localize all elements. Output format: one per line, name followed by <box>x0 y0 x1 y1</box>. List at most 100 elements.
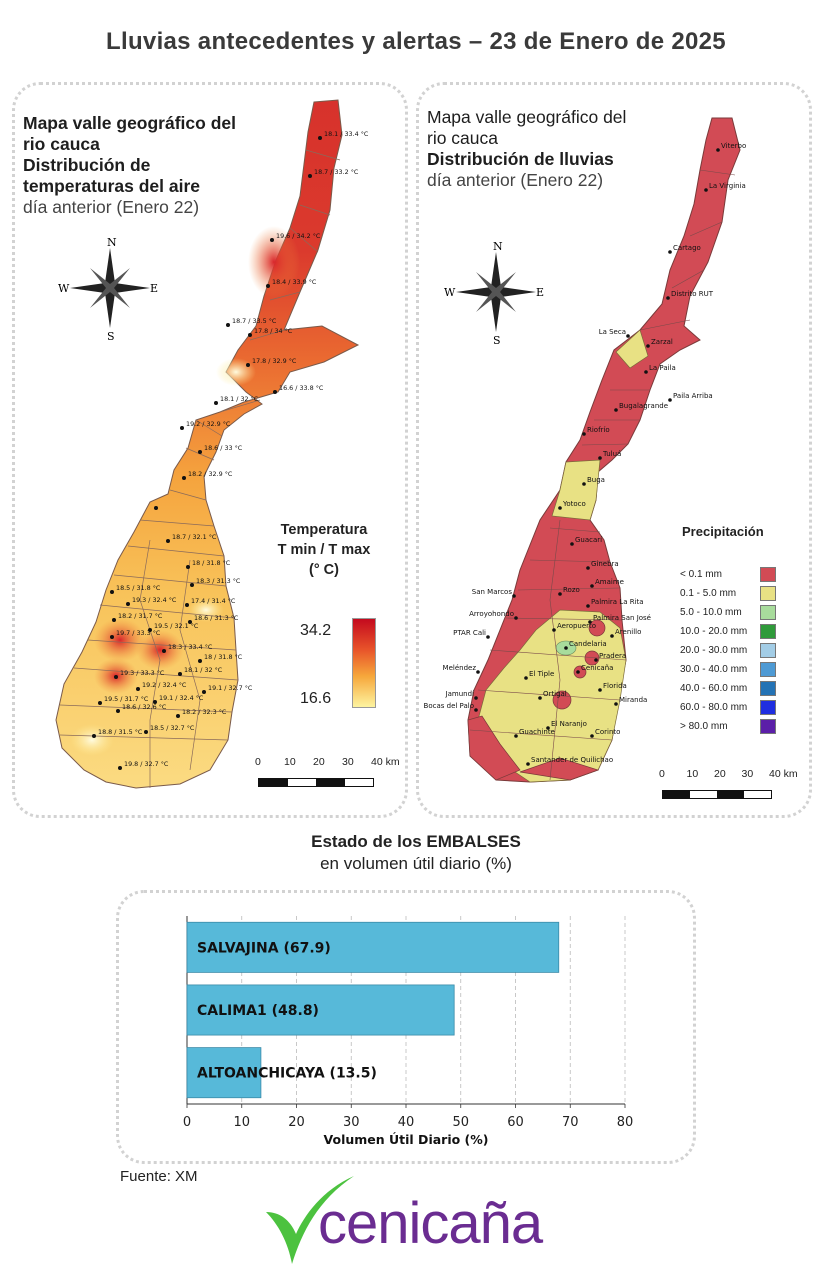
temperature-station-label: 18.2 / 31.7 °C <box>118 612 163 620</box>
temperature-station-dot <box>162 649 166 653</box>
compass-s: S <box>107 330 115 343</box>
rain-station-dot <box>476 670 480 674</box>
compass-rose-temp: N S E W <box>58 236 158 343</box>
temperature-station-label: 18 / 31.8 °C <box>204 653 243 661</box>
title-line: Mapa valle geográfico del <box>427 107 627 127</box>
rain-station-dot <box>558 506 562 510</box>
rain-map-panel: Mapa valle geográfico del rio cauca Dist… <box>416 82 812 818</box>
temperature-station-dot <box>308 174 312 178</box>
temperature-station-dot <box>114 675 118 679</box>
temperature-station-label: 17.8 / 32.9 °C <box>252 357 297 365</box>
precipitation-legend-item: 0.1 - 5.0 mm <box>680 586 800 604</box>
temperature-map-panel: Mapa valle geográfico del rio cauca Dist… <box>12 82 408 818</box>
precipitation-legend-swatch <box>760 643 776 658</box>
rain-station-label: Arenillo <box>615 628 641 636</box>
temperature-station-dot <box>246 363 250 367</box>
rain-station-label: Jamundí <box>445 690 475 698</box>
rain-station-dot <box>576 670 580 674</box>
temperature-station-dot <box>180 426 184 430</box>
rain-station-dot <box>716 148 720 152</box>
temperature-station-label: 18 / 31.8 °C <box>192 559 231 567</box>
scale-label: 30 <box>741 768 754 780</box>
rain-station-label: San Marcos <box>472 588 513 596</box>
temperature-station-label: 18.6 / 32.6 °C <box>122 703 167 711</box>
precipitation-legend-label: > 80.0 mm <box>680 721 728 732</box>
scale-bar-graphic <box>662 790 772 799</box>
precipitation-legend-item: 5.0 - 10.0 mm <box>680 605 800 623</box>
title-line: temperaturas del aire <box>23 176 201 196</box>
temperature-station-label: 18.6 / 31.3 °C <box>194 614 239 622</box>
precipitation-legend-item: 30.0 - 40.0 mm <box>680 662 800 680</box>
temperature-station-dot <box>198 659 202 663</box>
rain-station-dot <box>582 482 586 486</box>
rain-station-dot <box>614 702 618 706</box>
temperature-station-label: 19.6 / 34.2 °C <box>276 232 321 240</box>
temperature-station-dot <box>176 714 180 718</box>
title-line: día anterior (Enero 22) <box>23 197 200 217</box>
rain-station-dot <box>514 734 518 738</box>
scale-label: 20 <box>313 756 325 768</box>
temperature-station-label: 18.3 / 33.4 °C <box>168 643 213 651</box>
temperature-station-dot <box>116 709 120 713</box>
title-line: Distribución de <box>23 155 151 175</box>
title-line: Distribución de lluvias <box>427 149 614 169</box>
rain-station-dot <box>704 188 708 192</box>
rain-station-dot <box>586 566 590 570</box>
rain-station-dot <box>594 658 598 662</box>
temperature-station-label: 19.7 / 33.3 °C <box>116 629 161 637</box>
rain-station-dot <box>524 676 528 680</box>
rain-station-label: Ginebra <box>591 560 619 568</box>
title-line: día anterior (Enero 22) <box>427 170 604 190</box>
rain-station-label: Zarzal <box>651 338 673 346</box>
temperature-station-dot <box>136 687 140 691</box>
temperature-stations: 18.1 / 33.4 °C 18.7 / 33.2 °C 19.6 / 34.2 … <box>92 130 369 770</box>
temperature-station-dot <box>166 539 170 543</box>
temperature-color-ramp <box>352 618 376 708</box>
rain-red-patches <box>467 619 606 781</box>
temperature-station-label: 17.4 / 31.4 °C <box>191 597 236 605</box>
rain-map-title: Mapa valle geográfico del rio cauca Dist… <box>427 107 626 191</box>
rain-station-label: El Naranjo <box>551 720 587 728</box>
temperature-station-dot <box>92 734 96 738</box>
rain-map <box>467 117 741 783</box>
temperature-station-dot <box>153 700 157 704</box>
rain-station-label: Santander de Quilichao <box>531 756 613 764</box>
temperature-station-label: 19.3 / 33.3 °C <box>120 669 165 677</box>
hot-spot <box>136 630 184 670</box>
temperature-station-label: 19.2 / 32.9 °C <box>186 420 231 428</box>
rain-station-label: Pradera <box>599 652 626 660</box>
scale-label: 30 <box>342 756 354 768</box>
compass-w: W <box>444 286 456 299</box>
rain-station-dot <box>668 398 672 402</box>
precipitation-legend-swatch <box>760 624 776 639</box>
rain-stations: Viterbo La Virginia Cartago Distrito RUT La … <box>424 142 746 766</box>
scale-label: 20 <box>714 768 726 780</box>
rain-station-dot <box>644 370 648 374</box>
precipitation-legend-item: 40.0 - 60.0 mm <box>680 681 800 699</box>
temperature-station-label: 18.7 / 33.2 °C <box>314 168 359 176</box>
rain-station-label: Corinto <box>595 728 620 736</box>
temperature-station-dot <box>110 635 114 639</box>
temperature-map-title: Mapa valle geográfico del rio cauca Dist… <box>23 113 236 218</box>
rain-station-dot <box>666 296 670 300</box>
precipitation-legend-label: 0.1 - 5.0 mm <box>680 588 737 599</box>
compass-rose-rain: N S E W <box>444 240 544 347</box>
legend-title-line: (° C) <box>309 562 339 578</box>
precipitation-legend-item: 20.0 - 30.0 mm <box>680 643 800 661</box>
temperature-station-dot <box>186 565 190 569</box>
rain-station-label: Palmira La Rita <box>591 598 644 606</box>
temperature-station-label: 19.1 / 32.7 °C <box>208 684 253 692</box>
rain-station-label: La Virginia <box>709 182 746 190</box>
precipitation-legend-label: 60.0 - 80.0 mm <box>680 702 748 713</box>
source-text: Fuente: XM <box>120 1168 198 1185</box>
rain-station-dot <box>526 762 530 766</box>
hot-spot <box>94 618 146 662</box>
rain-station-label: La Paila <box>649 364 676 372</box>
temperature-station-dot <box>112 618 116 622</box>
temperature-station-dot <box>214 401 218 405</box>
rain-station-dot <box>582 432 586 436</box>
temperature-station-dot <box>182 476 186 480</box>
precipitation-legend-label: 30.0 - 40.0 mm <box>680 664 748 675</box>
rain-station-dot <box>486 635 490 639</box>
precipitation-legend-label: 10.0 - 20.0 mm <box>680 626 748 637</box>
